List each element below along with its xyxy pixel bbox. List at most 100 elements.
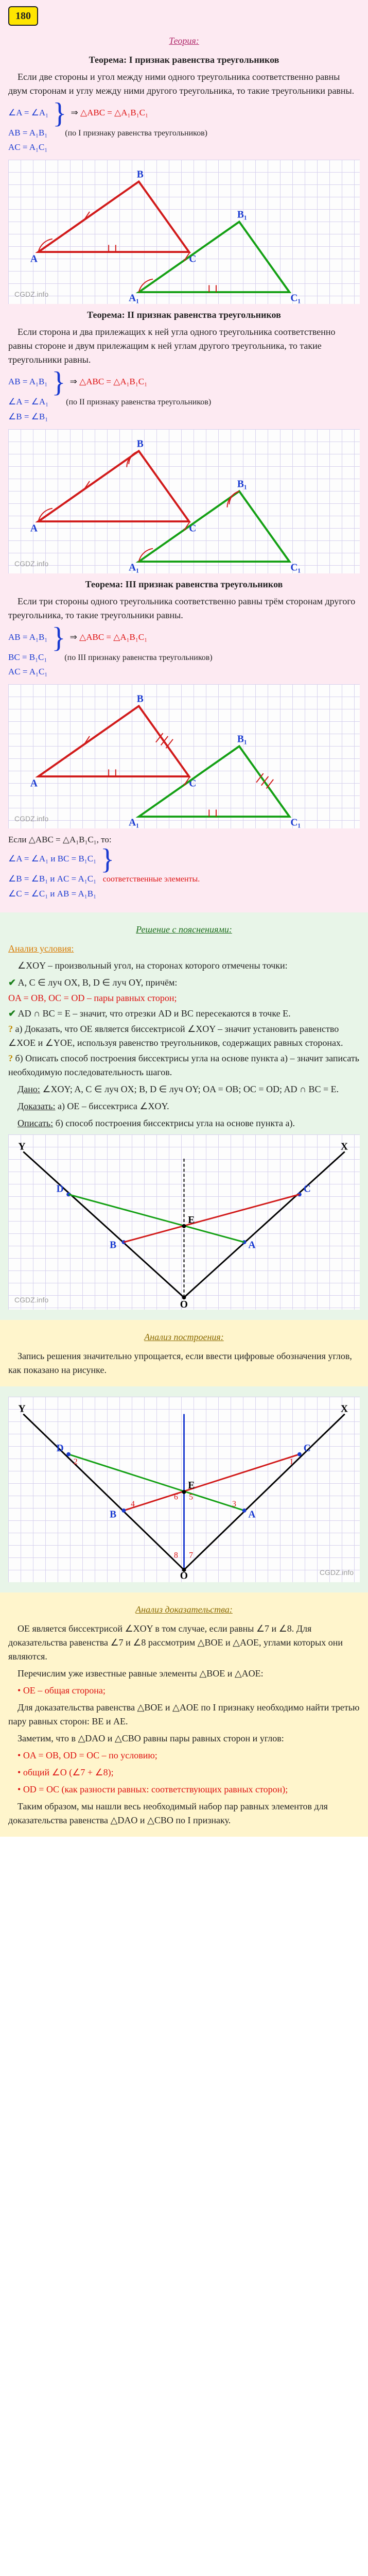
an2-p2: Перечислим уже известные равные элементы… [8, 1667, 360, 1681]
svg-text:D: D [57, 1443, 64, 1454]
problem-badge: 180 [8, 6, 38, 26]
svg-text:X: X [341, 1404, 348, 1415]
theorem3-head: Теорема: III признак равенства треугольн… [8, 578, 360, 591]
svg-text:C₁: C₁ [290, 293, 301, 304]
prove-label: Доказать: [17, 1101, 55, 1111]
svg-text:B: B [137, 170, 144, 180]
corr-l1: ∠A = ∠A₁ и BC = B₁C₁ [8, 854, 96, 863]
s-q1: а) Доказать, что OE является биссектрисо… [8, 1024, 343, 1048]
question-icon: ? [8, 1024, 13, 1034]
theorem3-text: Если три стороны одного треугольника соо… [8, 595, 360, 622]
an2-p5: Таким образом, мы нашли весь необходимый… [8, 1800, 360, 1827]
solution-section: Решение с пояснениями: Анализ условия: ∠… [0, 912, 368, 1320]
svg-text:C₁: C₁ [290, 818, 301, 828]
svg-text:X: X [341, 1141, 348, 1152]
theorem3-math: AB = A₁B₁ } ⇒ △ABC = △A₁B₁C₁ BC = B₁C₁ (… [8, 625, 360, 679]
svg-text:A: A [248, 1240, 255, 1251]
solution-bullets: ✔ A, C ∈ луч OX, B, D ∈ луч OY, причём: … [8, 976, 360, 1079]
t2-concl: △ABC = △A₁B₁C₁ [79, 377, 147, 386]
t1-concl: △ABC = △A₁B₁C₁ [80, 108, 148, 117]
s-line2: OA = OB, OC = OD – пары равных сторон; [8, 991, 360, 1005]
svg-text:B: B [137, 694, 144, 705]
t1-m3: AC = A₁C₁ [8, 142, 47, 152]
svg-text:B: B [110, 1240, 116, 1251]
an2-b2: • OA = OB, OD = OC – по условию; [8, 1749, 360, 1762]
svg-text:3: 3 [232, 1500, 236, 1509]
svg-text:A₁: A₁ [129, 293, 139, 304]
prove-text: а) OE – биссектриса ∠XOY. [58, 1101, 169, 1111]
analysis-cond-title: Анализ условия: [8, 942, 360, 956]
an1-text: Запись решения значительно упрощается, е… [8, 1349, 360, 1377]
svg-text:B₁: B₁ [237, 210, 247, 221]
s-line1: ∠XOY – произвольный угол, на сторонах ко… [8, 959, 360, 973]
an2-title: Анализ доказательства: [8, 1603, 360, 1617]
theorem2-head: Теорема: II признак равенства треугольни… [8, 308, 360, 322]
svg-text:E: E [188, 1215, 195, 1226]
t2-m1: AB = A₁B₁ [8, 377, 47, 386]
svg-text:A: A [30, 778, 38, 789]
given-label: Дано: [17, 1084, 40, 1094]
svg-text:B: B [137, 438, 144, 449]
svg-text:1: 1 [289, 1458, 293, 1466]
corresp-elements: Если △ABC = △A₁B₁C₁, то: ∠A = ∠A₁ и BC =… [8, 833, 360, 901]
theorem1-text: Если две стороны и угол между ними одног… [8, 70, 360, 98]
svg-text:B: B [110, 1509, 116, 1520]
t1-m1: ∠A = ∠A₁ [8, 108, 48, 117]
an2-b1: • OE – общая сторона; [8, 1684, 360, 1698]
s-check2: AD ∩ BC = E – значит, что отрезки AD и B… [18, 1008, 291, 1019]
svg-text:B₁: B₁ [237, 479, 247, 490]
svg-text:5: 5 [189, 1493, 193, 1501]
svg-text:C: C [304, 1183, 311, 1194]
svg-text:A: A [30, 254, 38, 265]
theorem1-math: ∠A = ∠A₁ } ⇒ △ABC = △A₁B₁C₁ AB = A₁B₁ (п… [8, 101, 360, 155]
an2-b3: • общий ∠O (∠7 + ∠8); [8, 1766, 360, 1780]
t3-reason: (по III признаку равенства треугольников… [64, 653, 212, 662]
svg-text:B₁: B₁ [237, 734, 247, 745]
svg-text:C₁: C₁ [290, 563, 301, 573]
t3-m2: BC = B₁C₁ [8, 652, 47, 662]
theorem1-head: Теорема: I признак равенства треугольник… [8, 53, 360, 67]
solution-title: Решение с пояснениями: [8, 923, 360, 937]
watermark: CGDZ.info [14, 289, 48, 300]
watermark: CGDZ.info [14, 814, 48, 824]
an2-p3: Для доказательства равенства △BOE и △AOE… [8, 1701, 360, 1728]
an2-p1: OE является биссектрисой ∠XOY в том случ… [8, 1622, 360, 1664]
svg-text:D: D [57, 1183, 64, 1194]
t3-m3: AC = A₁C₁ [8, 667, 47, 676]
given-text: ∠XOY; A, C ∈ луч OX; B, D ∈ луч OY; OA =… [42, 1084, 339, 1094]
solution-diagram2: 2 1 4 3 6 5 8 7 Y X O B A D C E CGDZ.inf… [0, 1386, 368, 1592]
svg-text:C: C [304, 1443, 311, 1454]
svg-text:A₁: A₁ [129, 563, 139, 573]
describe-label: Описать: [17, 1118, 53, 1128]
corr-l3: ∠C = ∠C₁ и AB = A₁B₁ [8, 889, 96, 899]
corr-note: соответственные элементы. [103, 875, 200, 884]
corr-l2: ∠B = ∠B₁ и AC = A₁C₁ [8, 874, 96, 884]
check-icon: ✔ [8, 1008, 16, 1019]
theorem2-math: AB = A₁B₁ } ⇒ △ABC = △A₁B₁C₁ ∠A = ∠A₁ (п… [8, 370, 360, 423]
watermark: CGDZ.info [14, 1295, 48, 1306]
svg-text:Y: Y [19, 1141, 26, 1152]
svg-text:A: A [248, 1509, 255, 1520]
diagram-theorem3: A B C A₁ B₁ C₁ CGDZ.info [8, 684, 360, 828]
svg-text:E: E [188, 1480, 195, 1491]
svg-text:A₁: A₁ [129, 818, 139, 828]
watermark: CGDZ.info [14, 558, 48, 569]
diagram-theorem2: A B C A₁ B₁ C₁ CGDZ.info [8, 429, 360, 573]
svg-text:2: 2 [74, 1458, 78, 1466]
t2-m2: ∠A = ∠A₁ [8, 397, 48, 406]
theorem2-text: Если сторона и два прилежащих к ней угла… [8, 325, 360, 367]
t3-m1: AB = A₁B₁ [8, 632, 47, 642]
an2-b4: • OD = OC (как разности равных: соответс… [8, 1783, 360, 1797]
question-icon: ? [8, 1053, 13, 1063]
t2-m3: ∠B = ∠B₁ [8, 412, 48, 421]
svg-text:Y: Y [19, 1404, 26, 1415]
t3-concl: △ABC = △A₁B₁C₁ [79, 632, 147, 642]
s-check1: A, C ∈ луч OX, B, D ∈ луч OY, причём: [18, 977, 178, 988]
corr-intro: Если △ABC = △A₁B₁C₁, то: [8, 835, 112, 844]
svg-text:O: O [180, 1299, 188, 1310]
check-icon: ✔ [8, 977, 16, 988]
watermark: CGDZ.info [320, 1567, 354, 1578]
analysis-construction: Анализ построения: Запись решения значит… [0, 1320, 368, 1386]
svg-text:6: 6 [174, 1493, 178, 1501]
analysis-proof: Анализ доказательства: OE является биссе… [0, 1592, 368, 1837]
